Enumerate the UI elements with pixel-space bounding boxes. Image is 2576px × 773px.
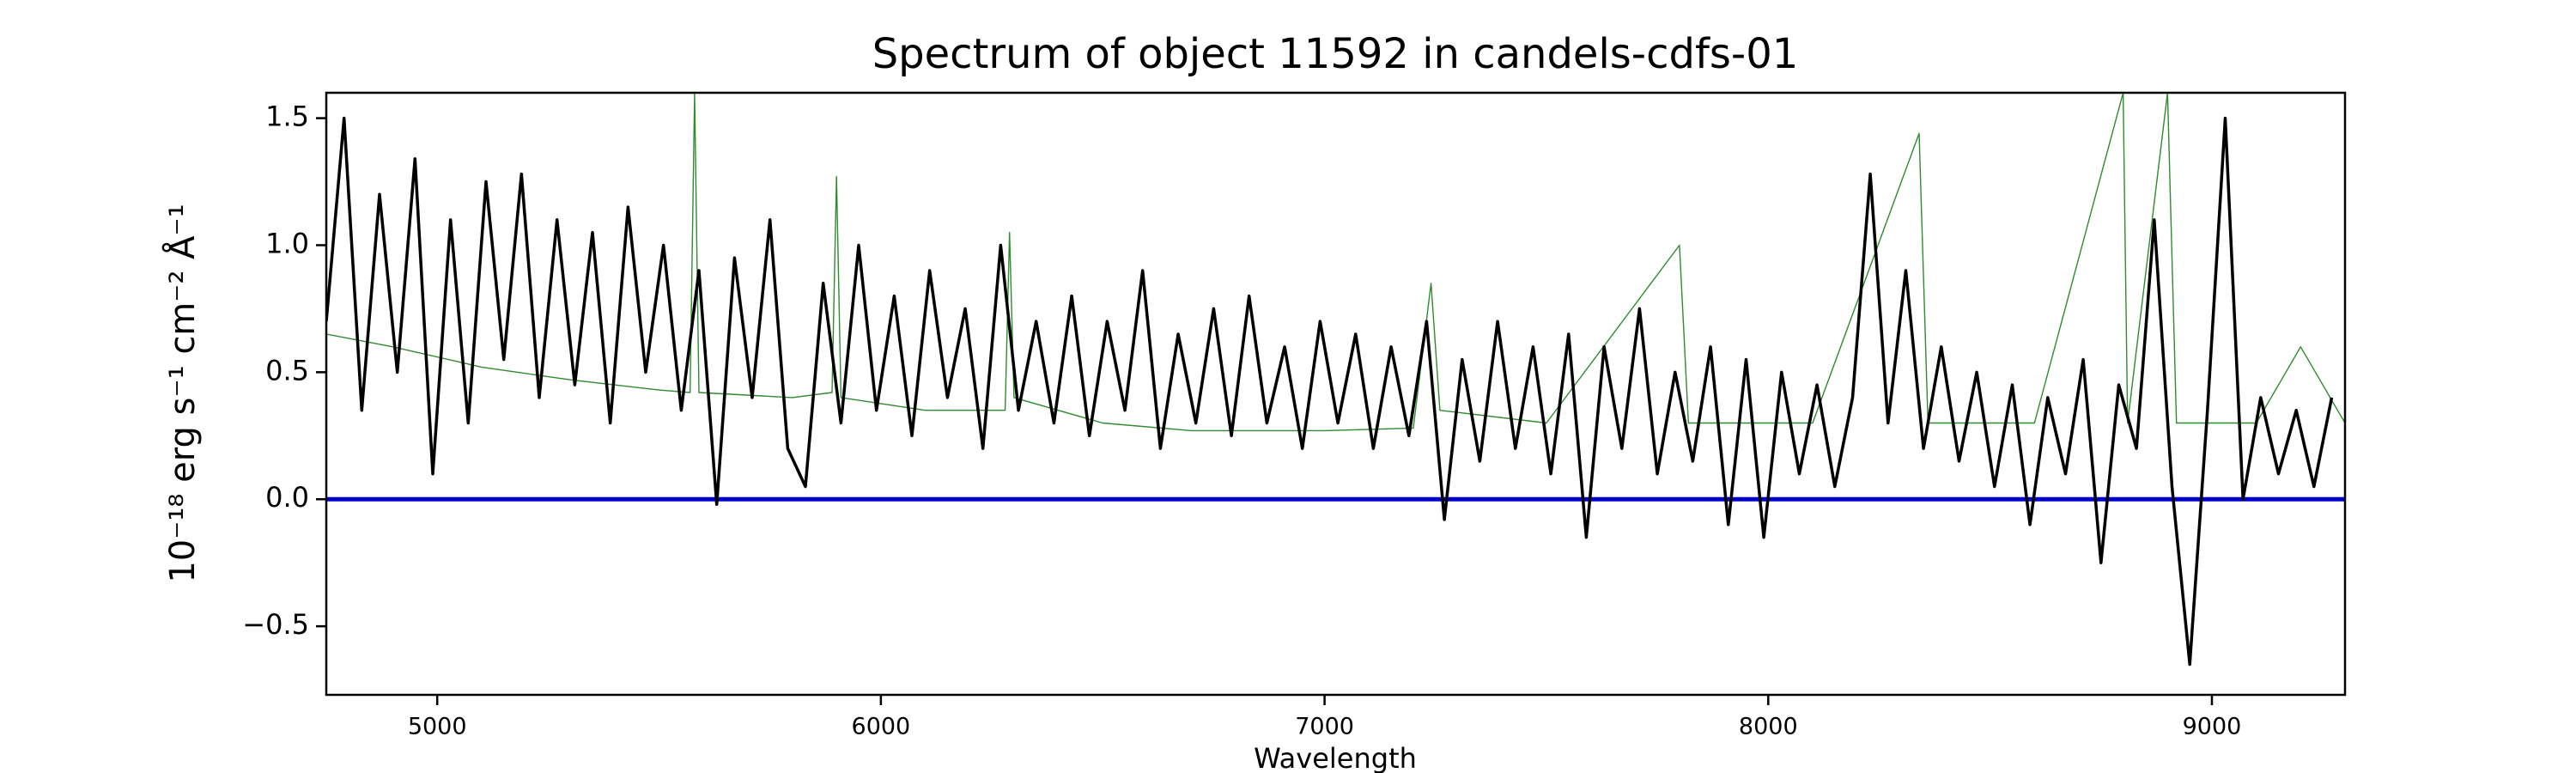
chart-title: Spectrum of object 11592 in candels-cdfs… [872,30,1799,78]
plot-frame [325,91,2347,697]
plot-lines [326,93,2345,666]
y-tick-label: 0.5 [265,354,309,386]
y-tick-label: 1.0 [265,227,309,259]
x-tick-label: 7000 [1295,714,1354,740]
x-tick-label: 6000 [852,714,911,740]
y-axis-label: 10⁻¹⁸ erg s⁻¹ cm⁻² Å⁻¹ [161,204,203,582]
x-tick-label: 9000 [2183,714,2242,740]
spectrum-line [326,93,2345,432]
x-axis-label: Wavelength [1254,742,1417,773]
x-tick-label: 8000 [1739,714,1798,740]
spectrum-line [326,116,2334,666]
y-tick-label: −0.5 [242,608,309,641]
x-tick-label: 5000 [408,714,467,740]
y-tick-label: 0.0 [265,481,309,514]
y-tick-label: 1.5 [265,100,309,133]
